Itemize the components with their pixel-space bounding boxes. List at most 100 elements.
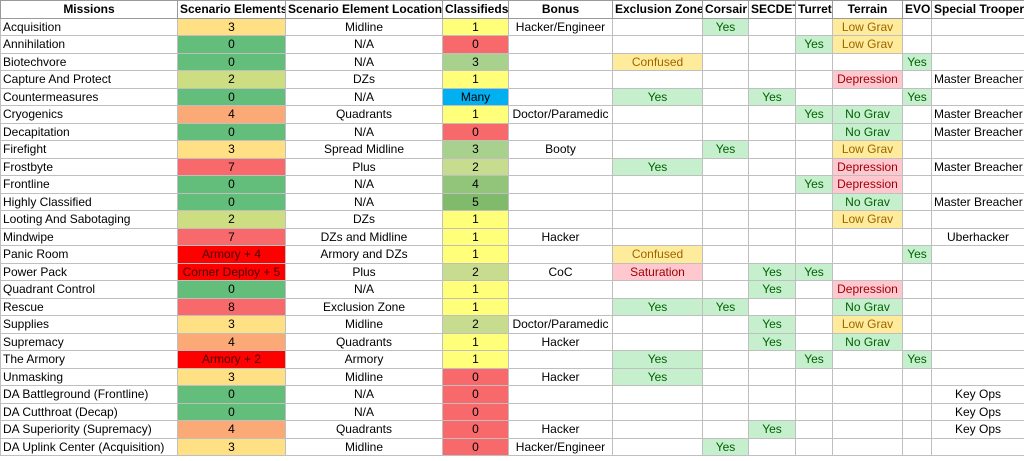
table-row[interactable]: Unmasking 3 Midline 0 Hacker Yes	[0, 367, 1024, 386]
classifieds-cell[interactable]: 0	[442, 367, 509, 386]
secdet-cell[interactable]	[748, 70, 796, 89]
table-row[interactable]: DA Battleground (Frontline) 0 N/A 0 Key Ops	[0, 385, 1024, 404]
table-row[interactable]: Decapitation 0 N/A 0 No Grav Master Breacher	[0, 122, 1024, 141]
turret-cell[interactable]	[795, 17, 833, 36]
corsair-cell[interactable]: Yes	[702, 17, 749, 36]
corsair-cell[interactable]: Yes	[702, 140, 749, 159]
table-row[interactable]: Frontline 0 N/A 4 Yes Depression	[0, 175, 1024, 194]
exclusion-zone-cell[interactable]	[612, 385, 703, 404]
scenario-elements-cell[interactable]: 0	[177, 192, 286, 211]
secdet-cell[interactable]	[748, 17, 796, 36]
corsair-cell[interactable]	[702, 35, 749, 54]
bonus-cell[interactable]	[508, 350, 613, 369]
secdet-cell[interactable]	[748, 350, 796, 369]
special-trooper-cell[interactable]	[931, 367, 1024, 386]
turret-cell[interactable]	[795, 367, 833, 386]
terrain-cell[interactable]: No Grav	[832, 105, 903, 124]
bonus-cell[interactable]: Doctor/Paramedic	[508, 315, 613, 334]
turret-cell[interactable]	[795, 297, 833, 316]
exclusion-zone-cell[interactable]: Yes	[612, 297, 703, 316]
exclusion-zone-cell[interactable]	[612, 332, 703, 351]
bonus-cell[interactable]	[508, 35, 613, 54]
evo-cell[interactable]	[902, 122, 932, 141]
secdet-cell[interactable]	[748, 140, 796, 159]
classifieds-cell[interactable]: 0	[442, 420, 509, 439]
corsair-cell[interactable]	[702, 402, 749, 421]
mission-name[interactable]: Biotechvore	[0, 52, 178, 71]
bonus-cell[interactable]: Hacker	[508, 332, 613, 351]
exclusion-zone-cell[interactable]: Saturation	[612, 262, 703, 281]
special-trooper-cell[interactable]	[931, 87, 1024, 106]
evo-cell[interactable]	[902, 385, 932, 404]
classifieds-cell[interactable]: 3	[442, 52, 509, 71]
corsair-cell[interactable]	[702, 332, 749, 351]
secdet-cell[interactable]	[748, 175, 796, 194]
special-trooper-cell[interactable]	[931, 245, 1024, 264]
secdet-cell[interactable]	[748, 297, 796, 316]
secdet-cell[interactable]	[748, 52, 796, 71]
corsair-cell[interactable]	[702, 280, 749, 299]
bonus-cell[interactable]: Hacker	[508, 367, 613, 386]
scenario-elements-cell[interactable]: 4	[177, 105, 286, 124]
table-row[interactable]: Mindwipe 7 DZs and Midline 1 Hacker Uberhacke…	[0, 227, 1024, 246]
bonus-cell[interactable]	[508, 245, 613, 264]
exclusion-zone-cell[interactable]	[612, 280, 703, 299]
evo-cell[interactable]	[902, 332, 932, 351]
evo-cell[interactable]	[902, 280, 932, 299]
mission-name[interactable]: Acquisition	[0, 17, 178, 36]
evo-cell[interactable]: Yes	[902, 87, 932, 106]
exclusion-zone-cell[interactable]	[612, 105, 703, 124]
classifieds-cell[interactable]: 5	[442, 192, 509, 211]
locations-cell[interactable]: N/A	[285, 35, 443, 54]
corsair-cell[interactable]	[702, 122, 749, 141]
exclusion-zone-cell[interactable]: Confused	[612, 245, 703, 264]
secdet-cell[interactable]: Yes	[748, 332, 796, 351]
terrain-cell[interactable]: Depression	[832, 175, 903, 194]
terrain-cell[interactable]	[832, 52, 903, 71]
evo-cell[interactable]	[902, 192, 932, 211]
mission-name[interactable]: Decapitation	[0, 122, 178, 141]
turret-cell[interactable]: Yes	[795, 105, 833, 124]
classifieds-cell[interactable]: 1	[442, 297, 509, 316]
turret-cell[interactable]: Yes	[795, 175, 833, 194]
classifieds-cell[interactable]: 0	[442, 35, 509, 54]
table-row[interactable]: Power Pack Corner Deploy + 5 Plus 2 CoC Satur…	[0, 262, 1024, 281]
turret-cell[interactable]	[795, 437, 833, 456]
mission-name[interactable]: The Armory	[0, 350, 178, 369]
corsair-cell[interactable]: Yes	[702, 437, 749, 456]
special-trooper-cell[interactable]	[931, 210, 1024, 229]
locations-cell[interactable]: DZs and Midline	[285, 227, 443, 246]
locations-cell[interactable]: Plus	[285, 157, 443, 176]
locations-cell[interactable]: N/A	[285, 175, 443, 194]
secdet-cell[interactable]: Yes	[748, 315, 796, 334]
corsair-cell[interactable]	[702, 385, 749, 404]
terrain-cell[interactable]: No Grav	[832, 332, 903, 351]
corsair-cell[interactable]	[702, 315, 749, 334]
exclusion-zone-cell[interactable]	[612, 122, 703, 141]
classifieds-cell[interactable]: 0	[442, 385, 509, 404]
exclusion-zone-cell[interactable]	[612, 437, 703, 456]
header-classifieds[interactable]: Classifieds	[442, 0, 509, 19]
evo-cell[interactable]	[902, 402, 932, 421]
special-trooper-cell[interactable]: Key Ops	[931, 402, 1024, 421]
evo-cell[interactable]: Yes	[902, 245, 932, 264]
mission-name[interactable]: DA Superiority (Supremacy)	[0, 420, 178, 439]
header-scenario-element-locations[interactable]: Scenario Element Locations	[285, 0, 443, 19]
special-trooper-cell[interactable]: Master Breacher	[931, 192, 1024, 211]
secdet-cell[interactable]	[748, 192, 796, 211]
mission-name[interactable]: Rescue	[0, 297, 178, 316]
exclusion-zone-cell[interactable]	[612, 192, 703, 211]
secdet-cell[interactable]	[748, 437, 796, 456]
locations-cell[interactable]: Exclusion Zone	[285, 297, 443, 316]
table-row[interactable]: Firefight 3 Spread Midline 3 Booty Yes Low Gra…	[0, 140, 1024, 159]
evo-cell[interactable]	[902, 315, 932, 334]
terrain-cell[interactable]: Low Grav	[832, 35, 903, 54]
classifieds-cell[interactable]: 2	[442, 315, 509, 334]
evo-cell[interactable]	[902, 105, 932, 124]
evo-cell[interactable]	[902, 262, 932, 281]
secdet-cell[interactable]: Yes	[748, 280, 796, 299]
classifieds-cell[interactable]: 1	[442, 280, 509, 299]
exclusion-zone-cell[interactable]: Yes	[612, 87, 703, 106]
special-trooper-cell[interactable]	[931, 332, 1024, 351]
terrain-cell[interactable]	[832, 385, 903, 404]
